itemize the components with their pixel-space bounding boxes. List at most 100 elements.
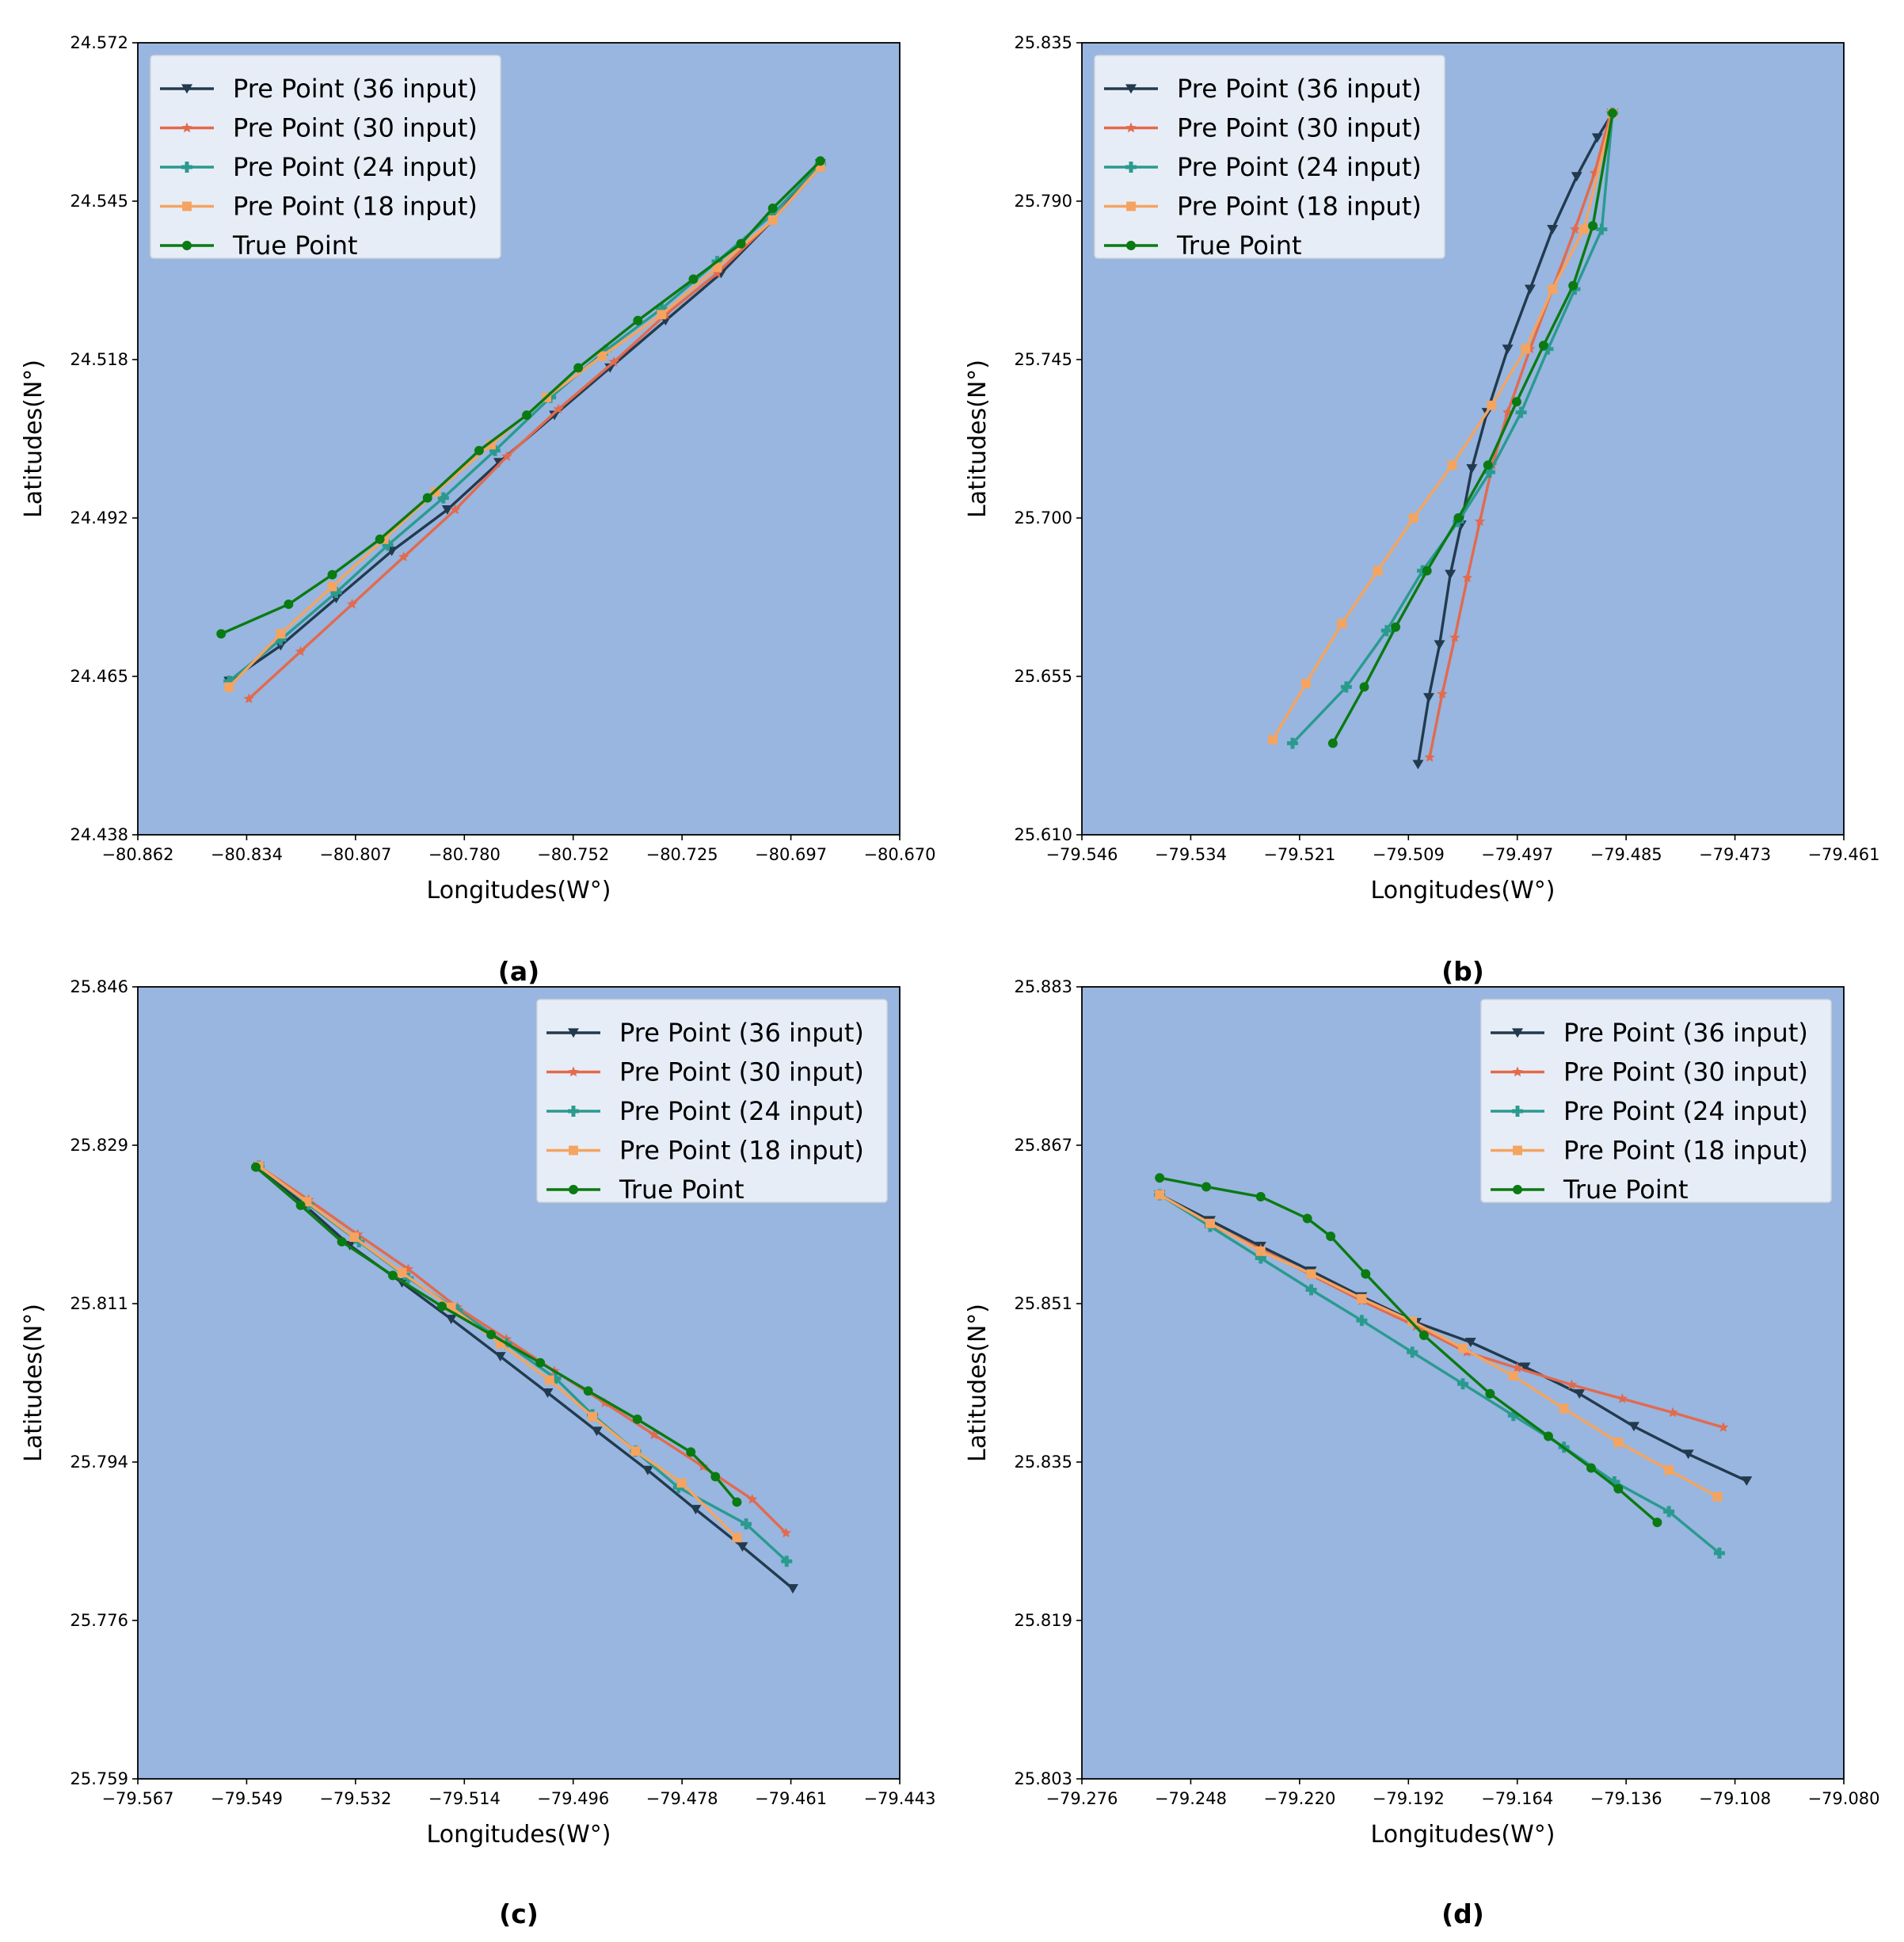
y-tick-label: 24.518 <box>70 350 128 369</box>
panel-caption: (d) <box>1441 1898 1484 1929</box>
data-point <box>1337 619 1347 629</box>
data-point <box>474 445 484 455</box>
data-point <box>712 262 722 272</box>
data-point <box>251 1162 261 1172</box>
data-point <box>223 675 235 687</box>
legend-swatch-marker <box>1125 162 1137 173</box>
data-point <box>1201 1182 1212 1192</box>
data-point <box>1524 284 1536 295</box>
legend-swatch-marker <box>569 1145 578 1156</box>
data-point <box>632 1415 642 1424</box>
chart-panel-2: −79.546 −79.534 −79.521 −79.509 −79.497 −79.4… <box>964 33 1880 987</box>
legend-swatch-marker <box>1513 1145 1522 1156</box>
x-tick-label: −79.532 <box>319 1789 391 1808</box>
data-point <box>1542 343 1554 355</box>
data-point <box>450 504 461 515</box>
y-tick-label: 24.492 <box>70 508 128 527</box>
data-point <box>486 440 496 450</box>
data-point <box>1464 1338 1476 1348</box>
data-point <box>1519 1362 1531 1373</box>
x-axis-label: Longitudes(W°) <box>427 877 611 904</box>
y-tick-label: 25.790 <box>1015 192 1072 211</box>
axes-frame <box>137 986 901 1780</box>
legend-swatch-marker <box>568 1106 579 1117</box>
y-tick-label: 25.700 <box>1015 508 1072 527</box>
legend-swatch-marker <box>1513 1185 1522 1194</box>
data-point <box>1663 1506 1675 1517</box>
data-point <box>747 1494 758 1504</box>
y-tick-label: 25.655 <box>1015 667 1072 686</box>
data-point <box>1326 1232 1336 1241</box>
y-tick-label: 25.610 <box>1015 825 1072 844</box>
legend: Pre Point (36 input) Pre Point (30 input)… <box>1094 55 1445 261</box>
legend-swatch-marker <box>1512 1106 1523 1117</box>
data-point <box>642 1465 653 1476</box>
data-point <box>1588 221 1598 231</box>
data-point <box>1302 1213 1312 1224</box>
data-point <box>1458 1343 1468 1354</box>
data-point <box>1422 693 1434 703</box>
y-tick-label: 25.745 <box>1015 350 1072 369</box>
series-line <box>1159 1194 1720 1555</box>
x-tick-label: −79.534 <box>1155 845 1227 864</box>
data-point <box>736 238 746 249</box>
series-line <box>1159 1194 1719 1498</box>
data-point <box>1664 1465 1674 1475</box>
x-tick-label: −80.697 <box>755 845 827 864</box>
legend-entry: Pre Point (30 input) <box>1563 1057 1808 1087</box>
x-tick-label: −79.192 <box>1373 1789 1445 1808</box>
x-tick-label: −79.497 <box>1481 845 1553 864</box>
data-point <box>1512 1362 1523 1373</box>
data-point <box>1373 565 1383 576</box>
y-tick-label: 25.759 <box>70 1769 128 1788</box>
data-point <box>600 345 612 356</box>
y-axis-label: Latitudes(N°) <box>20 360 48 518</box>
data-point <box>1391 622 1401 632</box>
panel-caption: (a) <box>498 956 539 987</box>
data-point <box>1449 632 1460 642</box>
data-point <box>1155 1173 1165 1183</box>
x-tick-label: −80.780 <box>428 845 501 864</box>
data-point <box>1591 133 1603 143</box>
data-point <box>686 1447 696 1457</box>
legend-swatch-marker <box>181 122 192 133</box>
x-tick-label: −79.478 <box>646 1789 718 1808</box>
data-point <box>522 410 531 421</box>
data-point <box>544 1375 554 1385</box>
legend-entry: True Point <box>1563 1175 1689 1205</box>
data-point <box>549 410 561 421</box>
legend-swatch-marker <box>568 1028 579 1038</box>
data-point <box>591 1426 603 1437</box>
legend: Pre Point (36 input) Pre Point (30 input)… <box>150 55 501 261</box>
legend-entry: Pre Point (36 input) <box>1563 1018 1808 1048</box>
data-point <box>604 363 616 373</box>
data-point <box>327 581 337 592</box>
data-point <box>243 693 254 703</box>
data-point <box>781 1556 793 1567</box>
legend-entry: Pre Point (30 input) <box>1177 113 1422 143</box>
data-point <box>535 1357 546 1368</box>
data-point <box>1466 464 1478 474</box>
x-tick-label: −79.546 <box>1045 845 1118 864</box>
data-point <box>1483 466 1495 478</box>
data-point <box>710 1472 721 1482</box>
data-point <box>1447 460 1457 470</box>
data-point <box>494 1352 506 1361</box>
data-point <box>1361 1269 1371 1279</box>
data-point <box>445 1314 457 1324</box>
data-point <box>573 363 584 373</box>
data-point <box>349 1232 360 1243</box>
x-tick-label: −79.080 <box>1807 1789 1879 1808</box>
x-tick-label: −79.521 <box>1263 845 1335 864</box>
panel-caption: (c) <box>499 1898 539 1929</box>
data-point <box>1566 1379 1578 1390</box>
data-point <box>1548 284 1558 295</box>
x-tick-label: −79.443 <box>863 1789 935 1808</box>
y-tick-label: 25.835 <box>1015 33 1072 52</box>
data-point <box>437 492 449 504</box>
y-tick-label: 25.829 <box>70 1136 128 1155</box>
data-point <box>1356 1315 1368 1327</box>
data-point <box>767 204 778 213</box>
y-tick-label: 25.811 <box>70 1294 128 1313</box>
axes-frame <box>1081 986 1845 1780</box>
